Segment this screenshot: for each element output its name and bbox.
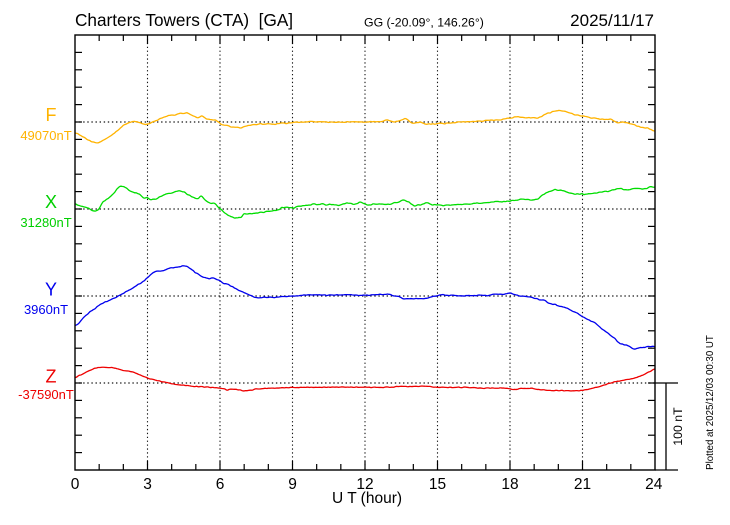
svg-text:U T (hour): U T (hour): [332, 490, 402, 507]
svg-text:9: 9: [288, 476, 297, 493]
svg-text:Z: Z: [46, 367, 57, 387]
svg-text:3960nT: 3960nT: [24, 302, 68, 317]
svg-text:15: 15: [429, 476, 446, 493]
svg-text:21: 21: [574, 476, 591, 493]
svg-text:31280nT: 31280nT: [20, 215, 71, 230]
svg-text:12: 12: [356, 476, 373, 493]
svg-text:24: 24: [645, 476, 663, 493]
svg-text:X: X: [45, 192, 57, 212]
svg-text:18: 18: [501, 476, 518, 493]
svg-text:GG (-20.09°, 146.26°): GG (-20.09°, 146.26°): [364, 15, 484, 29]
svg-text:Plotted at 2025/12/03 00:30 UT: Plotted at 2025/12/03 00:30 UT: [705, 335, 716, 470]
svg-text:3: 3: [143, 476, 152, 493]
svg-text:Charters Towers (CTA) [GA]: Charters Towers (CTA) [GA]: [75, 10, 293, 30]
svg-text:0: 0: [71, 476, 80, 493]
svg-text:6: 6: [216, 476, 225, 493]
svg-text:-37590nT: -37590nT: [18, 387, 74, 402]
svg-text:Y: Y: [45, 280, 57, 300]
svg-text:F: F: [46, 105, 57, 125]
svg-text:2025/11/17: 2025/11/17: [570, 11, 654, 30]
svg-text:100 nT: 100 nT: [671, 407, 685, 446]
svg-text:49070nT: 49070nT: [20, 128, 71, 143]
